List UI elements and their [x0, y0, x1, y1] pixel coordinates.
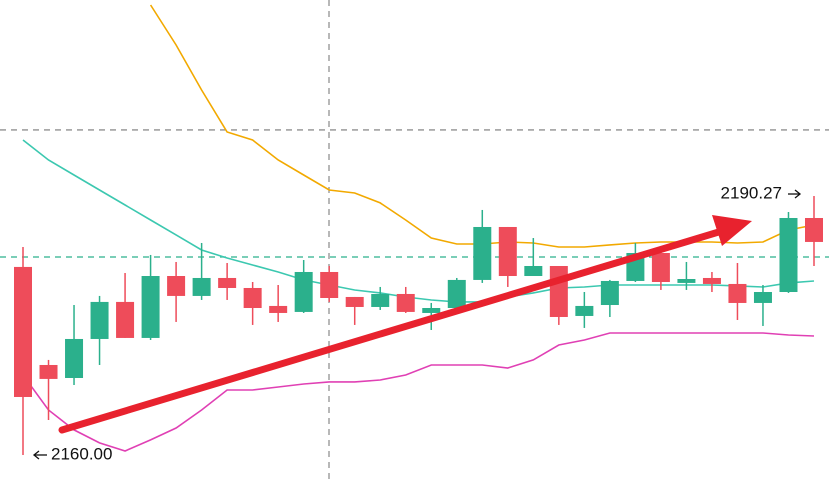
candle-body [575, 305, 594, 316]
max-label-arrowhead [794, 189, 802, 199]
candle-body [371, 293, 390, 307]
candle-body [753, 292, 772, 303]
candle-body [320, 271, 339, 298]
candle-body [65, 338, 84, 378]
candle-body [422, 308, 441, 313]
candle-body [677, 279, 696, 283]
trend-arrow-shaft [58, 227, 726, 434]
candle-body [90, 301, 109, 339]
max-label: 2190.27 [721, 183, 782, 202]
trend-arrow [58, 215, 752, 434]
indicator-lines [0, 4, 829, 452]
min-label-arrowhead [32, 450, 40, 460]
candle-body [600, 280, 619, 306]
candle-body [549, 265, 568, 317]
candle-body [345, 296, 364, 307]
candle-body [167, 276, 186, 296]
candle-body [218, 277, 237, 288]
candle-body [396, 293, 415, 312]
candle-body [779, 217, 798, 293]
candle-body [269, 305, 288, 313]
candle-body [14, 266, 32, 397]
candle-body [447, 279, 466, 309]
candle-body [141, 276, 160, 338]
candle-body [498, 226, 517, 277]
candle-body [294, 271, 313, 312]
labels: 2160.00 2190.27 [32, 183, 802, 463]
indicator-line [22, 139, 815, 303]
candle-body [651, 252, 670, 282]
candle-body [116, 301, 135, 338]
candle-body [524, 265, 543, 277]
min-label: 2160.00 [51, 444, 112, 463]
candle-body [243, 287, 262, 309]
indicator-line [22, 332, 815, 452]
candle-body [39, 364, 58, 379]
candle-body [192, 277, 211, 296]
trend-arrow-head [712, 215, 752, 246]
candle-body [805, 217, 823, 242]
candle-body [728, 283, 747, 303]
candle-body [702, 277, 721, 284]
candle-body [473, 226, 492, 280]
